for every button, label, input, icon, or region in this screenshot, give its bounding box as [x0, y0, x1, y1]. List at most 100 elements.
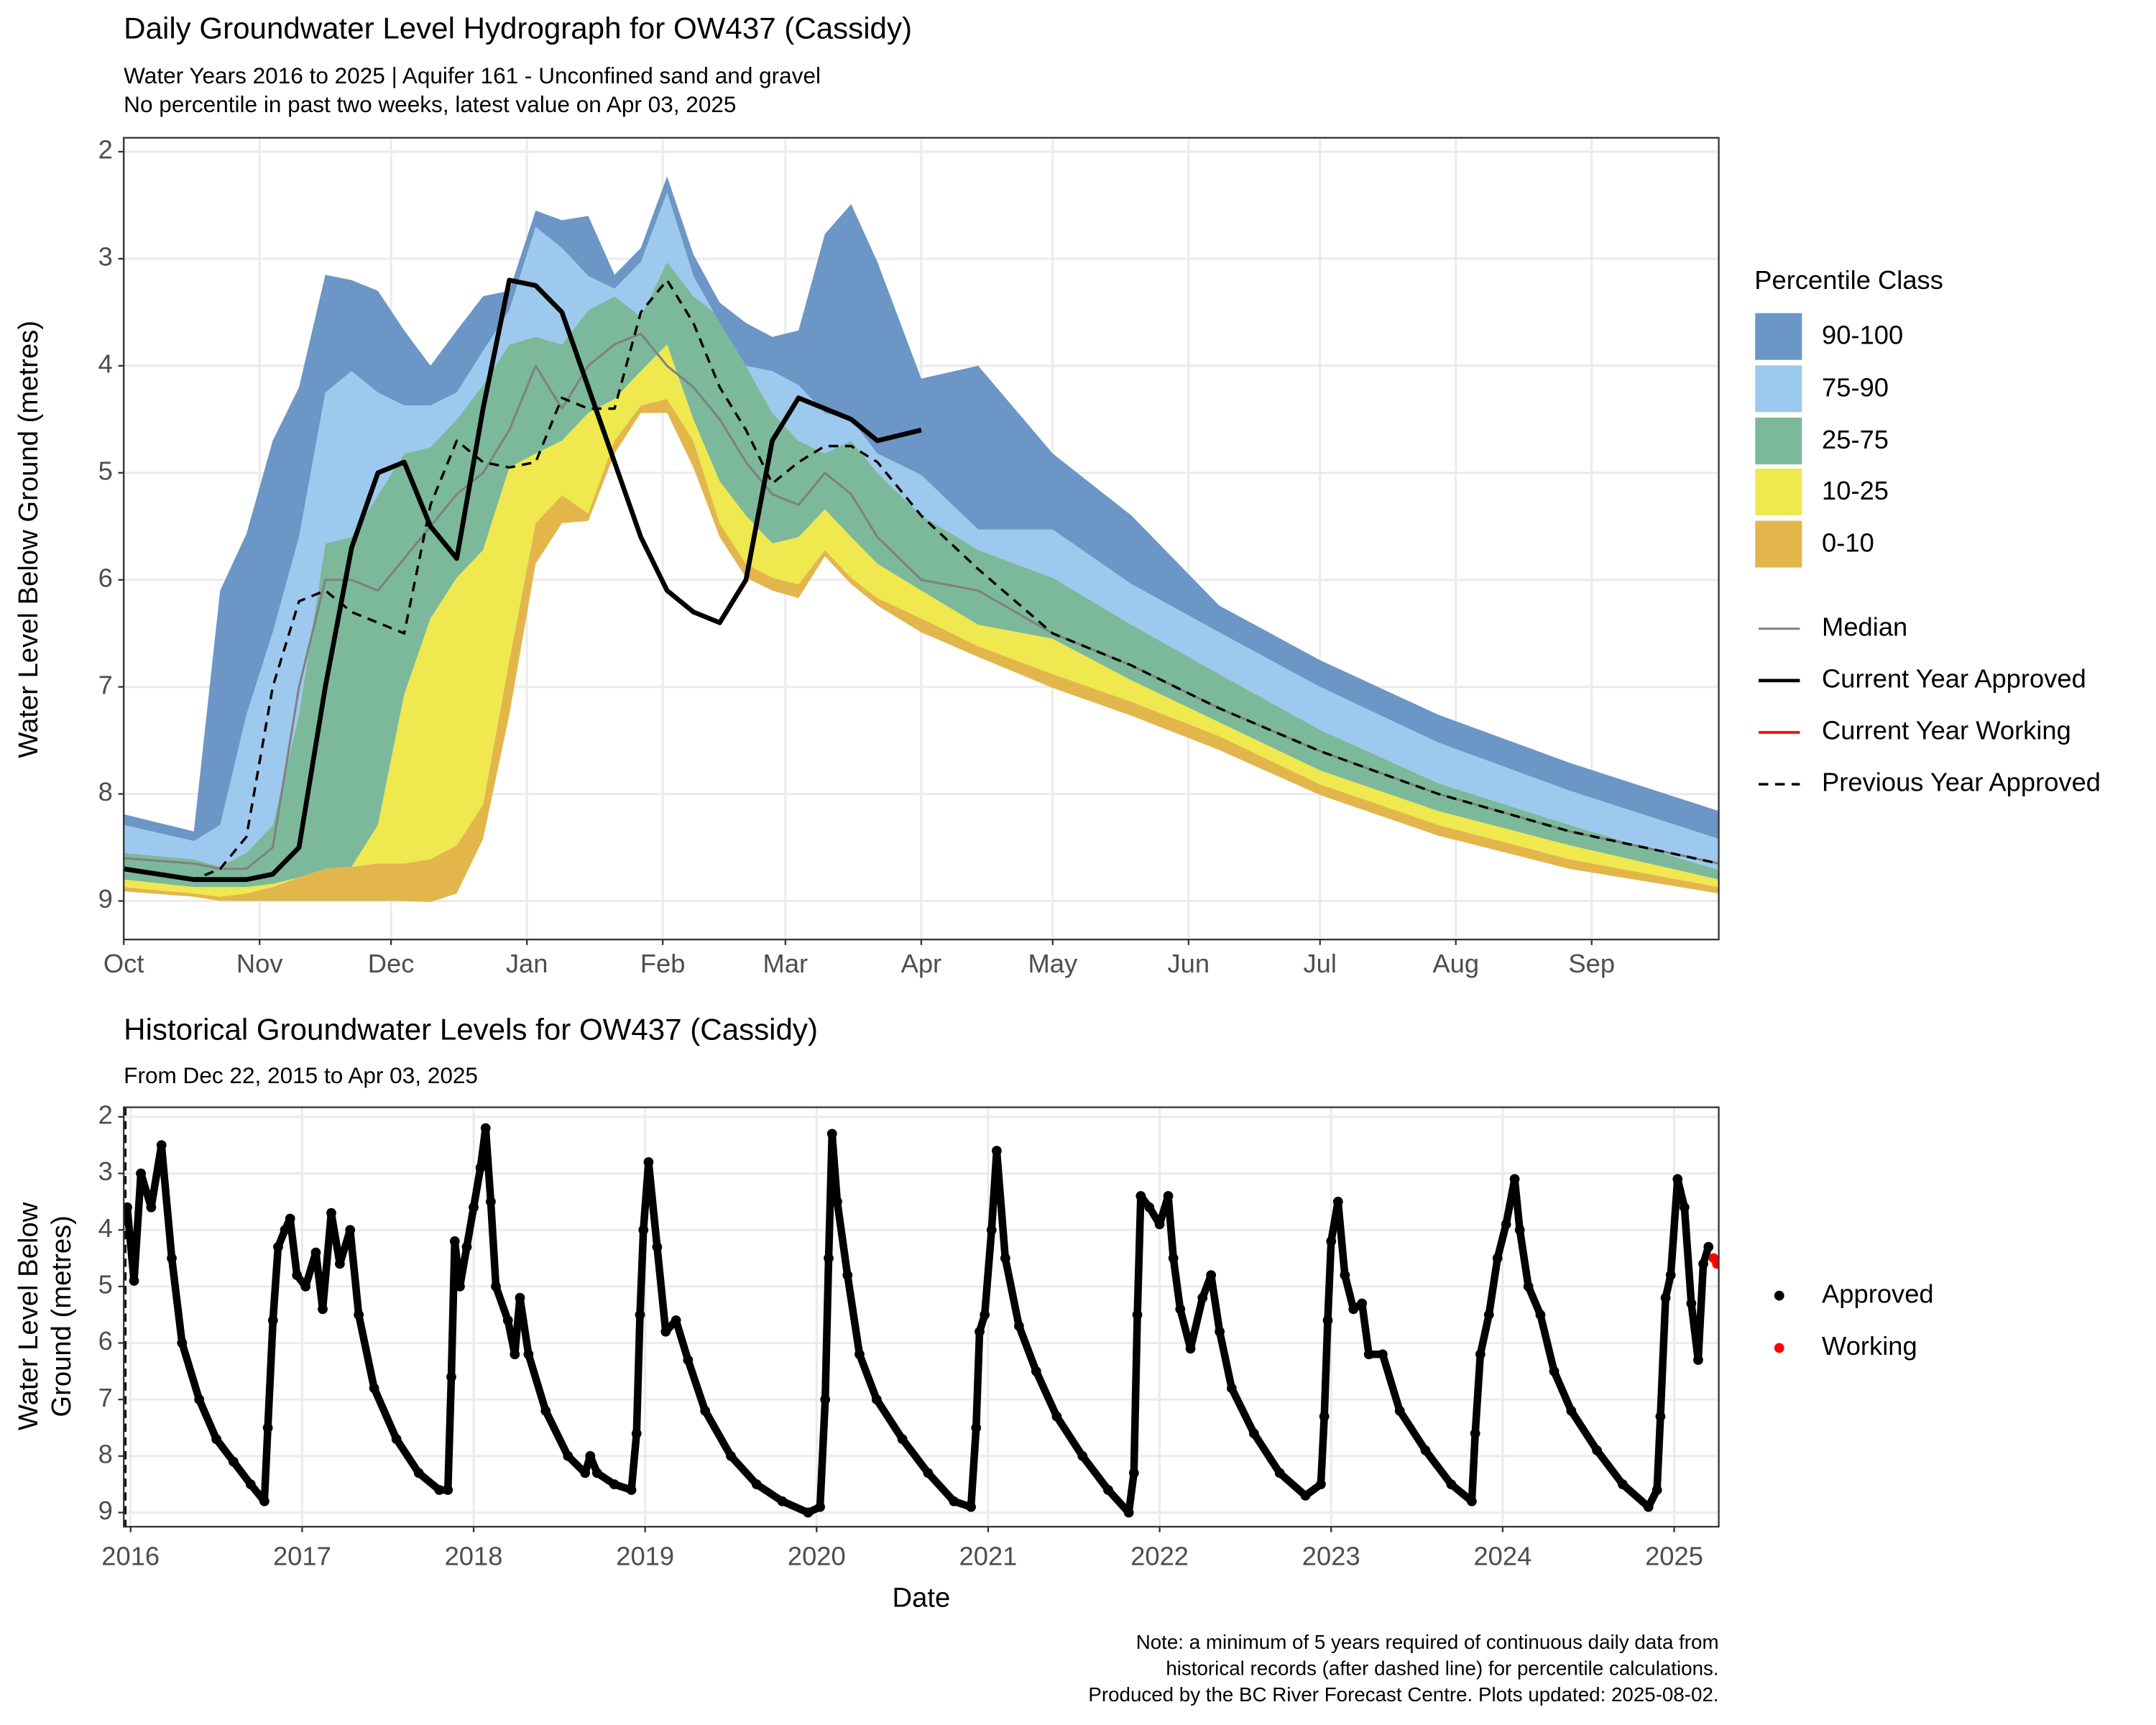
x-tick-label: 2024: [1473, 1542, 1531, 1571]
point: [683, 1355, 694, 1365]
y-tick-label: 4: [98, 349, 113, 379]
series-line: [124, 277, 922, 883]
point: [1103, 1485, 1113, 1495]
x-tick-label: Jan: [506, 949, 548, 978]
point: [1467, 1496, 1477, 1506]
point: [1322, 1315, 1333, 1325]
point: [820, 1394, 831, 1405]
series-line: [124, 279, 1719, 881]
y-tick-label: 5: [98, 1269, 113, 1299]
point: [1618, 1479, 1628, 1490]
point: [1363, 1349, 1374, 1360]
y-tick-label: 6: [98, 563, 113, 592]
point: [434, 1485, 445, 1495]
point: [1135, 1191, 1146, 1201]
x-tick-label: 2021: [959, 1542, 1018, 1571]
point: [1665, 1270, 1676, 1281]
point: [229, 1456, 239, 1467]
note: Produced by the BC River Forecast Centre…: [1088, 1683, 1718, 1706]
legend-title: Percentile Class: [1754, 265, 1943, 295]
point: [267, 1315, 278, 1325]
chart-subtitle: From Dec 22, 2015 to Apr 03, 2025: [124, 1062, 478, 1088]
x-tick-label: Feb: [640, 949, 686, 978]
point: [1509, 1174, 1520, 1184]
point: [1592, 1445, 1603, 1455]
legend-swatch: [1754, 311, 1804, 362]
point: [980, 1310, 990, 1320]
point: [540, 1405, 551, 1416]
point: [638, 1225, 649, 1236]
point: [1501, 1219, 1511, 1230]
chart-subtitle: No percentile in past two weeks, latest …: [124, 91, 736, 117]
point: [1514, 1225, 1525, 1236]
x-tick-label: 2020: [788, 1542, 846, 1571]
y-tick-label: 4: [98, 1213, 113, 1243]
point: [1712, 1259, 1719, 1269]
x-tick-label: Jul: [1304, 949, 1337, 978]
point: [167, 1253, 177, 1264]
y-tick-label: 8: [98, 777, 113, 806]
point: [971, 1422, 982, 1433]
point: [986, 1225, 997, 1236]
point: [136, 1168, 146, 1179]
y-tick-label: 5: [98, 456, 113, 485]
legend-label: 10-25: [1822, 476, 1889, 505]
point: [1175, 1304, 1186, 1315]
legend-swatch: [1754, 416, 1804, 466]
point: [1300, 1490, 1311, 1501]
point: [455, 1281, 465, 1292]
percentile-band: [124, 176, 1719, 842]
x-tick-label: Nov: [236, 949, 283, 978]
point: [1014, 1321, 1024, 1331]
point: [726, 1450, 736, 1461]
x-tick-label: 2022: [1130, 1542, 1189, 1571]
point: [609, 1479, 619, 1490]
legend-dot: [1774, 1290, 1784, 1301]
point: [803, 1507, 814, 1518]
x-tick-label: Oct: [103, 949, 144, 978]
point: [591, 1468, 602, 1478]
point: [502, 1315, 513, 1325]
legend-label: Current Year Working: [1822, 716, 2071, 745]
point: [1340, 1270, 1350, 1281]
point: [245, 1479, 256, 1490]
point: [1660, 1292, 1671, 1303]
legend-label: 75-90: [1822, 372, 1889, 402]
point: [1483, 1310, 1494, 1320]
point: [475, 1162, 486, 1173]
point: [1144, 1202, 1155, 1213]
point: [563, 1450, 573, 1461]
legend-swatch: [1754, 364, 1804, 414]
point: [1672, 1174, 1683, 1184]
point: [1698, 1259, 1708, 1269]
point: [285, 1213, 295, 1224]
point: [826, 1128, 837, 1139]
point: [273, 1241, 283, 1252]
point: [1319, 1411, 1330, 1422]
point: [923, 1468, 934, 1478]
point: [156, 1140, 167, 1151]
point: [897, 1434, 908, 1445]
percentile-band: [124, 192, 1719, 870]
legend-label: Current Year Approved: [1822, 663, 2086, 693]
point: [871, 1394, 882, 1405]
point: [262, 1422, 273, 1433]
point: [1051, 1411, 1062, 1422]
chart-subtitle: Water Years 2016 to 2025 | Aquifer 161 -…: [124, 63, 821, 88]
point: [1248, 1428, 1259, 1439]
y-tick-label: 3: [98, 1156, 113, 1186]
point: [515, 1292, 525, 1303]
point: [1197, 1292, 1208, 1303]
point: [292, 1270, 303, 1281]
point: [1492, 1253, 1503, 1264]
point: [652, 1241, 663, 1252]
point: [1316, 1479, 1326, 1490]
point: [469, 1202, 479, 1213]
point: [1332, 1197, 1343, 1207]
point: [631, 1428, 642, 1439]
point: [480, 1123, 491, 1133]
point: [580, 1468, 591, 1478]
legend-label: Approved: [1822, 1279, 1934, 1308]
